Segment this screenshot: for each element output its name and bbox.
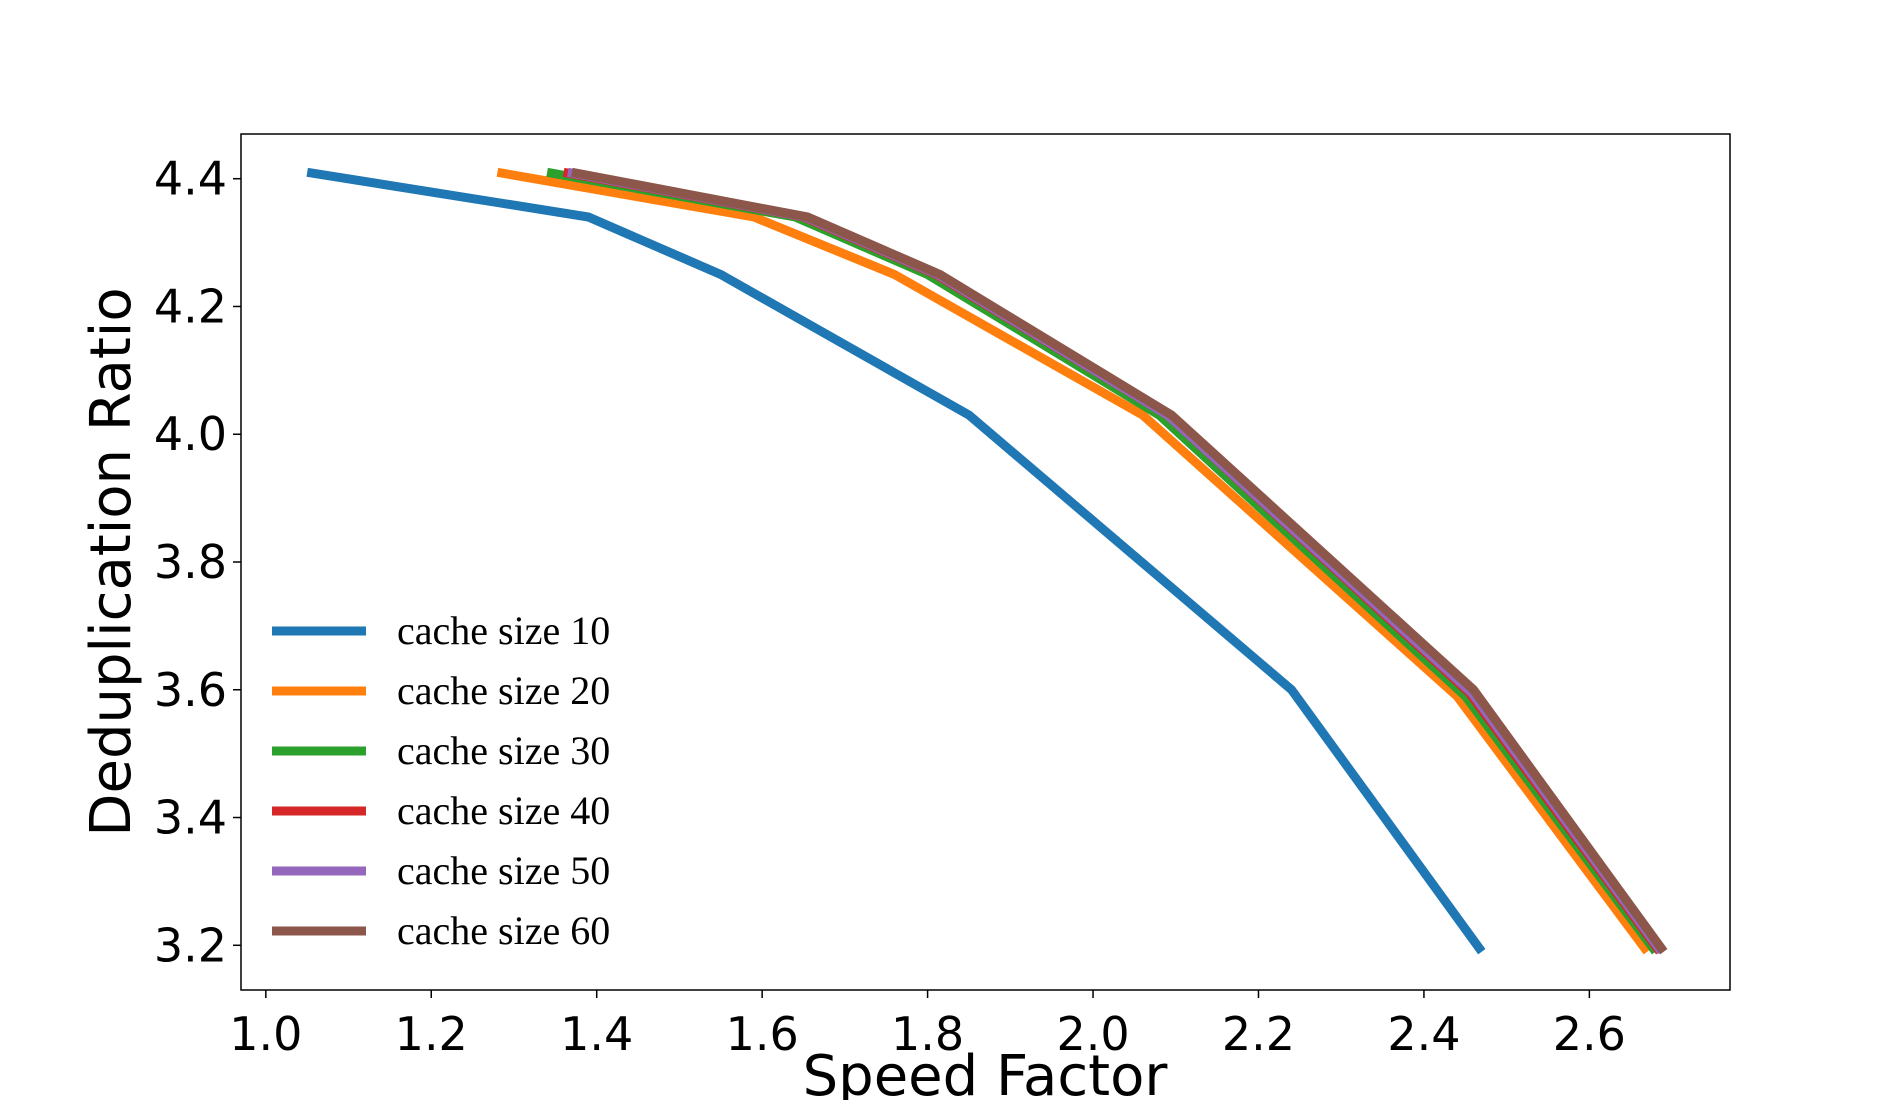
x-tick-label: 2.6: [1553, 1007, 1626, 1061]
y-tick-label: 3.6: [154, 663, 227, 717]
y-tick-label: 4.4: [154, 152, 227, 206]
x-tick-label: 1.8: [891, 1007, 964, 1061]
x-axis-label: Speed Factor: [803, 1044, 1169, 1100]
series-line-4: [562, 167, 1664, 955]
y-axis: 3.2 3.4 3.6 3.8 4.0 4.2 4.4: [154, 152, 241, 972]
series-line-2: [496, 167, 1651, 955]
series-line-5: [566, 167, 1665, 955]
series-line-3: [546, 167, 1660, 955]
y-axis-label: Deduplication Ratio: [79, 287, 144, 836]
y-tick-label: 4.0: [154, 407, 227, 461]
x-tick-label: 1.0: [229, 1007, 302, 1061]
x-tick-label: 2.4: [1387, 1007, 1460, 1061]
x-tick-label: 1.4: [560, 1007, 633, 1061]
legend-label: cache size 40: [397, 788, 610, 833]
legend-label: cache size 30: [397, 728, 610, 773]
legend-label: cache size 60: [397, 908, 610, 953]
y-tick-label: 3.4: [154, 791, 227, 845]
legend-label: cache size 10: [397, 608, 610, 653]
x-tick-label: 2.0: [1056, 1007, 1129, 1061]
x-tick-label: 1.6: [726, 1007, 799, 1061]
y-tick-label: 4.2: [154, 279, 227, 333]
legend-label: cache size 20: [397, 668, 610, 713]
x-tick-label: 2.2: [1222, 1007, 1295, 1061]
legend-label: cache size 50: [397, 848, 610, 893]
series-line-6: [571, 167, 1668, 955]
y-tick-label: 3.8: [154, 535, 227, 589]
series-line-1: [306, 167, 1486, 955]
y-tick-label: 3.2: [154, 918, 227, 972]
series-lines: [306, 167, 1668, 955]
x-axis: 1.0 1.2 1.4 1.6 1.8 2.0 2.2 2.4 2.6: [229, 990, 1626, 1061]
x-tick-label: 1.2: [395, 1007, 468, 1061]
legend: cache size 10 cache size 20 cache size 30 c…: [272, 608, 610, 953]
